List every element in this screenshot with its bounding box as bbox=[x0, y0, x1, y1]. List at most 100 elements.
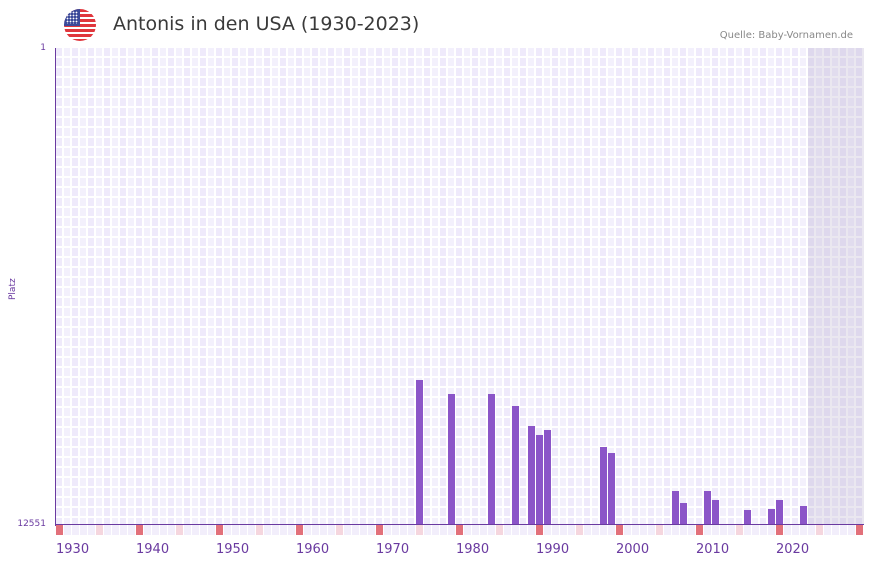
year-marker bbox=[56, 525, 63, 535]
year-marker bbox=[760, 525, 767, 535]
year-marker bbox=[712, 525, 719, 535]
year-marker bbox=[336, 525, 343, 535]
year-marker bbox=[176, 525, 183, 535]
year-marker bbox=[200, 525, 207, 535]
year-marker bbox=[800, 525, 807, 535]
bar-1991[interactable] bbox=[544, 429, 551, 525]
year-marker bbox=[648, 525, 655, 535]
bar-1984[interactable] bbox=[488, 393, 495, 525]
year-marker bbox=[656, 525, 663, 535]
year-marker bbox=[848, 525, 855, 535]
year-marker bbox=[584, 525, 591, 535]
bar-2012[interactable] bbox=[712, 499, 719, 525]
year-marker bbox=[456, 525, 463, 535]
year-marker bbox=[208, 525, 215, 535]
year-marker bbox=[424, 525, 431, 535]
year-marker bbox=[608, 525, 615, 535]
year-marker bbox=[552, 525, 559, 535]
bar-2019[interactable] bbox=[768, 508, 775, 525]
x-tick-label: 1960 bbox=[296, 542, 330, 557]
year-marker bbox=[72, 525, 79, 535]
bar-1987[interactable] bbox=[512, 405, 519, 525]
year-marker bbox=[304, 525, 311, 535]
year-marker bbox=[776, 525, 783, 535]
year-marker bbox=[672, 525, 679, 535]
grid-background bbox=[56, 48, 864, 525]
year-marker bbox=[160, 525, 167, 535]
year-marker bbox=[296, 525, 303, 535]
year-marker bbox=[256, 525, 263, 535]
year-marker bbox=[112, 525, 119, 535]
bar-1975[interactable] bbox=[416, 380, 423, 525]
year-marker bbox=[416, 525, 423, 535]
x-tick-label: 1980 bbox=[456, 542, 490, 557]
year-marker bbox=[136, 525, 143, 535]
us-flag-icon bbox=[64, 9, 96, 41]
year-marker bbox=[736, 525, 743, 535]
bar-2007[interactable] bbox=[672, 491, 679, 525]
bar-1999[interactable] bbox=[608, 453, 615, 525]
year-marker bbox=[376, 525, 383, 535]
year-marker bbox=[728, 525, 735, 535]
year-marker bbox=[144, 525, 151, 535]
x-tick-label: 2000 bbox=[616, 542, 650, 557]
bar-2020[interactable] bbox=[776, 499, 783, 525]
bar-2008[interactable] bbox=[680, 502, 687, 525]
year-marker bbox=[560, 525, 567, 535]
year-marker bbox=[320, 525, 327, 535]
year-marker bbox=[224, 525, 231, 535]
year-marker bbox=[624, 525, 631, 535]
year-marker bbox=[784, 525, 791, 535]
bar-1989[interactable] bbox=[528, 426, 535, 525]
year-marker bbox=[216, 525, 223, 535]
year-marker bbox=[64, 525, 71, 535]
source-credit: Quelle: Baby-Vornamen.de bbox=[719, 30, 853, 41]
year-marker bbox=[88, 525, 95, 535]
year-marker bbox=[312, 525, 319, 535]
year-marker bbox=[528, 525, 535, 535]
year-marker bbox=[352, 525, 359, 535]
year-marker bbox=[520, 525, 527, 535]
year-marker bbox=[448, 525, 455, 535]
year-marker bbox=[440, 525, 447, 535]
bar-2011[interactable] bbox=[704, 491, 711, 525]
year-marker bbox=[664, 525, 671, 535]
bar-2023[interactable] bbox=[800, 505, 807, 525]
year-marker bbox=[504, 525, 511, 535]
year-marker bbox=[840, 525, 847, 535]
year-marker bbox=[288, 525, 295, 535]
year-marker bbox=[576, 525, 583, 535]
year-marker bbox=[544, 525, 551, 535]
year-marker bbox=[120, 525, 127, 535]
year-marker bbox=[464, 525, 471, 535]
x-tick-label: 1990 bbox=[536, 542, 570, 557]
year-marker bbox=[264, 525, 271, 535]
plot-area bbox=[56, 48, 864, 525]
year-marker bbox=[832, 525, 839, 535]
year-marker bbox=[392, 525, 399, 535]
year-marker bbox=[80, 525, 87, 535]
x-tick-label: 2020 bbox=[776, 542, 810, 557]
year-marker bbox=[152, 525, 159, 535]
year-marker bbox=[816, 525, 823, 535]
year-marker bbox=[592, 525, 599, 535]
year-marker bbox=[496, 525, 503, 535]
year-marker bbox=[640, 525, 647, 535]
bar-2016[interactable] bbox=[744, 510, 751, 525]
year-marker bbox=[408, 525, 415, 535]
year-marker bbox=[96, 525, 103, 535]
x-tick-label: 1970 bbox=[376, 542, 410, 557]
year-marker bbox=[384, 525, 391, 535]
x-tick-label: 1950 bbox=[216, 542, 250, 557]
x-tick-label: 2010 bbox=[696, 542, 730, 557]
bar-1998[interactable] bbox=[600, 447, 607, 525]
y-tick-bottom: 12551 bbox=[17, 519, 46, 529]
year-marker bbox=[768, 525, 775, 535]
year-marker bbox=[368, 525, 375, 535]
bar-1979[interactable] bbox=[448, 393, 455, 525]
year-marker bbox=[280, 525, 287, 535]
year-marker bbox=[536, 525, 543, 535]
bar-1990[interactable] bbox=[536, 434, 543, 525]
year-marker bbox=[744, 525, 751, 535]
year-marker bbox=[104, 525, 111, 535]
